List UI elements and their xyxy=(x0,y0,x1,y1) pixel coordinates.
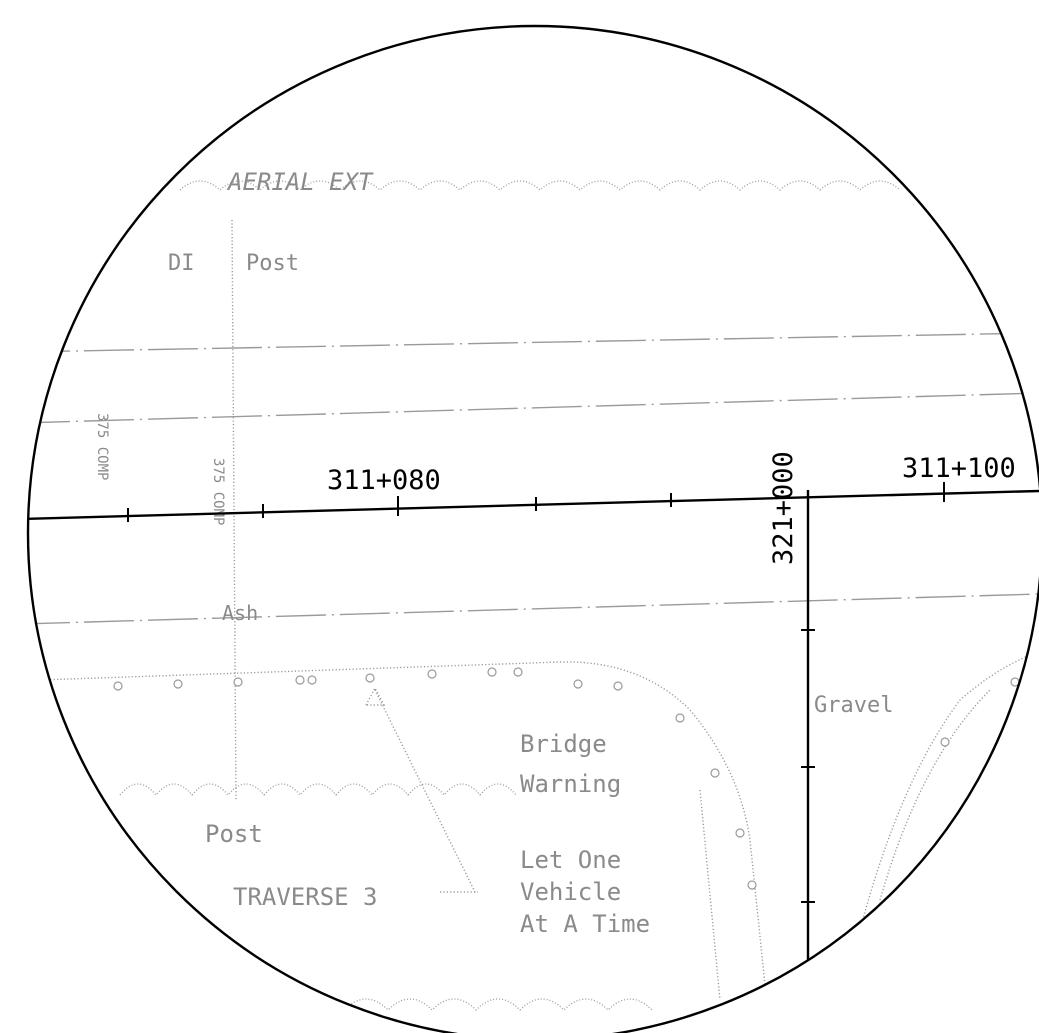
viewport-circle xyxy=(26,24,1039,1033)
boundary-line-1 xyxy=(28,332,1039,353)
boundary-line-3 xyxy=(28,593,1039,625)
traverse-leader xyxy=(374,689,476,893)
boundary-line-2 xyxy=(28,392,1039,424)
warning-label: Warning xyxy=(520,770,621,798)
traverse-label: TRAVERSE 3 xyxy=(233,883,378,911)
main-chainage-line xyxy=(28,489,1039,521)
chainage-label-311-100: 311+100 xyxy=(902,453,1016,484)
let-one-label: Let One xyxy=(520,846,621,874)
comp-mid-label: 375 COMP xyxy=(210,458,226,525)
gravel-label: Gravel xyxy=(814,693,893,718)
road-edge-right-2 xyxy=(879,689,991,901)
chainage-label-321-000: 321+000 xyxy=(768,451,799,565)
di-label: DI xyxy=(168,251,195,276)
ash-label: Ash xyxy=(222,601,258,625)
post-top-label: Post xyxy=(246,251,299,276)
chainage-label-311-080: 311+080 xyxy=(327,465,441,496)
chainage-ticks xyxy=(127,482,945,522)
post-bottom-label: Post xyxy=(205,820,263,848)
vegetation-bottom xyxy=(119,783,517,797)
bridge-label: Bridge xyxy=(520,730,607,758)
at-a-time-label: At A Time xyxy=(520,910,650,938)
vehicle-label: Vehicle xyxy=(520,878,621,906)
road-edge-inner xyxy=(699,789,721,1001)
vegetation-lower xyxy=(299,998,653,1011)
drawing-content: AERIAL EXT DI Post 375 COMP 375 COMP Ash… xyxy=(28,168,1039,1033)
aerial-label: AERIAL EXT xyxy=(226,168,374,196)
cross-chainage-ticks xyxy=(801,629,815,903)
fence-posts xyxy=(113,667,1020,890)
comp-left-label: 375 COMP xyxy=(94,413,110,480)
vertical-post-line xyxy=(231,219,237,801)
fence-line xyxy=(39,661,771,1033)
vegetation-top xyxy=(179,180,901,191)
